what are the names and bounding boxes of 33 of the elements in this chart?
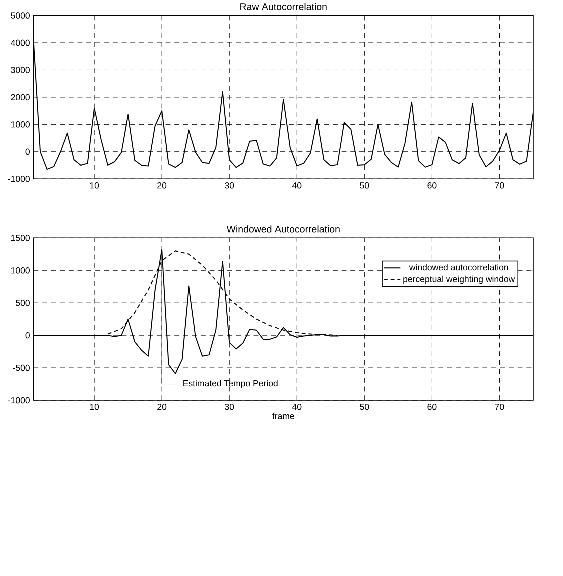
y-tick-label: -1000 [8,397,30,404]
x-tick-label: 30 [224,182,234,189]
x-tick-label: 70 [495,404,504,410]
y-tick-label: 2000 [11,94,30,101]
x-tick-label: 70 [495,182,504,189]
x-tick-label: 60 [428,404,437,410]
x-tick-label: 40 [292,404,302,410]
y-tick-label: 500 [16,300,30,306]
x-tick-label: 50 [360,182,370,189]
x-tick-label: 10 [90,182,99,189]
legend-label: perceptual weighting window [404,276,516,284]
chart-title: Windowed Autocorrelation [226,226,340,233]
x-tick-label: 20 [158,404,166,410]
y-tick-label: -500 [13,364,30,372]
y-tick-label: -1000 [8,176,30,182]
y-tick-label: 4000 [10,40,30,46]
x-tick-label: 10 [90,404,99,410]
y-tick-label: 1000 [11,122,30,128]
x-tick-label: 20 [158,182,166,189]
annotation: Estimated Tempo Period [183,380,278,388]
y-tick-label: 1500 [11,235,30,242]
x-tick-label: 50 [360,404,370,410]
x-tick-label: 40 [292,182,302,189]
y-tick-label: 3000 [11,67,30,74]
x-axis-title: frame [272,412,294,420]
x-tick-label: 60 [428,182,437,189]
y-tick-label: 5000 [11,12,30,19]
x-tick-label: 30 [224,404,234,410]
legend-label: windowed autocorrelation [409,264,508,271]
y-tick-label: 1000 [11,268,30,274]
y-tick-label: 0 [26,332,30,339]
chart-title: Raw Autocorrelation [240,3,327,10]
y-tick-label: 0 [26,148,30,155]
